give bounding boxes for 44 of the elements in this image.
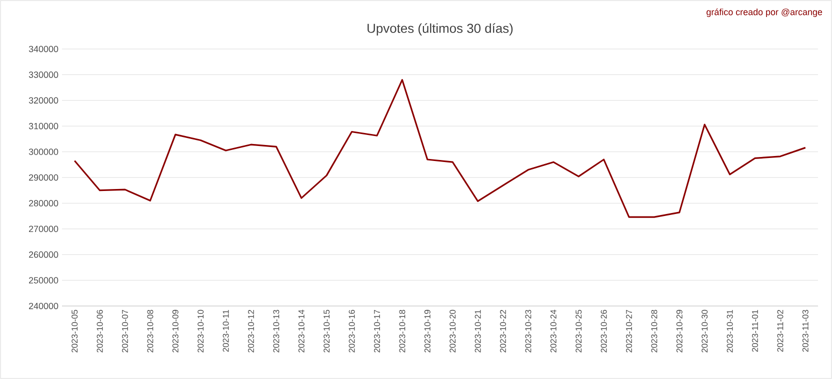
x-tick-label: 2023-10-26 (600, 310, 607, 352)
x-tick-label: 2023-10-27 (626, 310, 632, 352)
y-tick-label: 280000 (29, 200, 58, 206)
y-tick-label: 270000 (29, 226, 58, 232)
x-tick-label: 2023-10-12 (248, 310, 254, 352)
y-tick-label: 240000 (29, 302, 58, 310)
x-tick-label: 2023-10-14 (298, 310, 304, 352)
x-tick-label: 2023-10-19 (424, 310, 430, 352)
x-tick-label: 2023-10-20 (450, 310, 456, 352)
y-tick-label: 320000 (28, 97, 58, 104)
x-tick-label: 2023-10-13 (273, 310, 280, 352)
y-tick-label: 300000 (28, 148, 58, 155)
x-tick-label: 2023-10-16 (348, 310, 355, 352)
x-tick-label: 2023-10-24 (550, 310, 556, 352)
x-tick-label: 2023-11-01 (752, 310, 758, 352)
x-tick-label: 2023-10-08 (147, 310, 154, 352)
x-tick-label: 2023-10-28 (651, 310, 658, 352)
y-tick-label: 250000 (29, 277, 58, 284)
x-tick-label: 2023-10-17 (374, 310, 380, 352)
x-tick-label: 2023-10-22 (500, 310, 506, 352)
x-tick-label: 2023-10-25 (576, 310, 582, 352)
x-tick-label: 2023-10-11 (222, 310, 229, 352)
chart-title: Upvotes (últimos 30 días) (368, 23, 513, 36)
x-tick-label: 2023-10-29 (676, 310, 682, 352)
x-tick-label: 2023-10-09 (172, 310, 178, 352)
text: gráfico creado por @arcange (706, 8, 822, 17)
x-tick-label: 2023-11-03 (802, 310, 808, 352)
x-tick-label: 2023-10-10 (198, 310, 204, 352)
x-tick-label: 2023-10-06 (96, 310, 103, 352)
x-tick-label: 2023-10-15 (324, 310, 330, 352)
x-tick-label: 2023-10-21 (474, 310, 481, 352)
x-tick-label: 2023-10-05 (72, 310, 78, 352)
y-tick-label: 290000 (29, 174, 58, 181)
line-series (74, 79, 806, 218)
x-tick-label: 2023-11-02 (777, 310, 784, 352)
x-tick-label: 2023-10-18 (399, 310, 406, 352)
x-tick-label: 2023-10-23 (525, 310, 532, 352)
y-tick-label: 340000 (28, 46, 58, 52)
x-tick-label: 2023-10-07 (122, 310, 128, 352)
y-tick-label: 310000 (28, 122, 58, 130)
x-tick-label: 2023-10-31 (726, 310, 733, 352)
x-tick-label: 2023-10-30 (702, 310, 708, 352)
y-tick-label: 330000 (28, 72, 58, 78)
y-tick-label: 260000 (29, 251, 58, 258)
